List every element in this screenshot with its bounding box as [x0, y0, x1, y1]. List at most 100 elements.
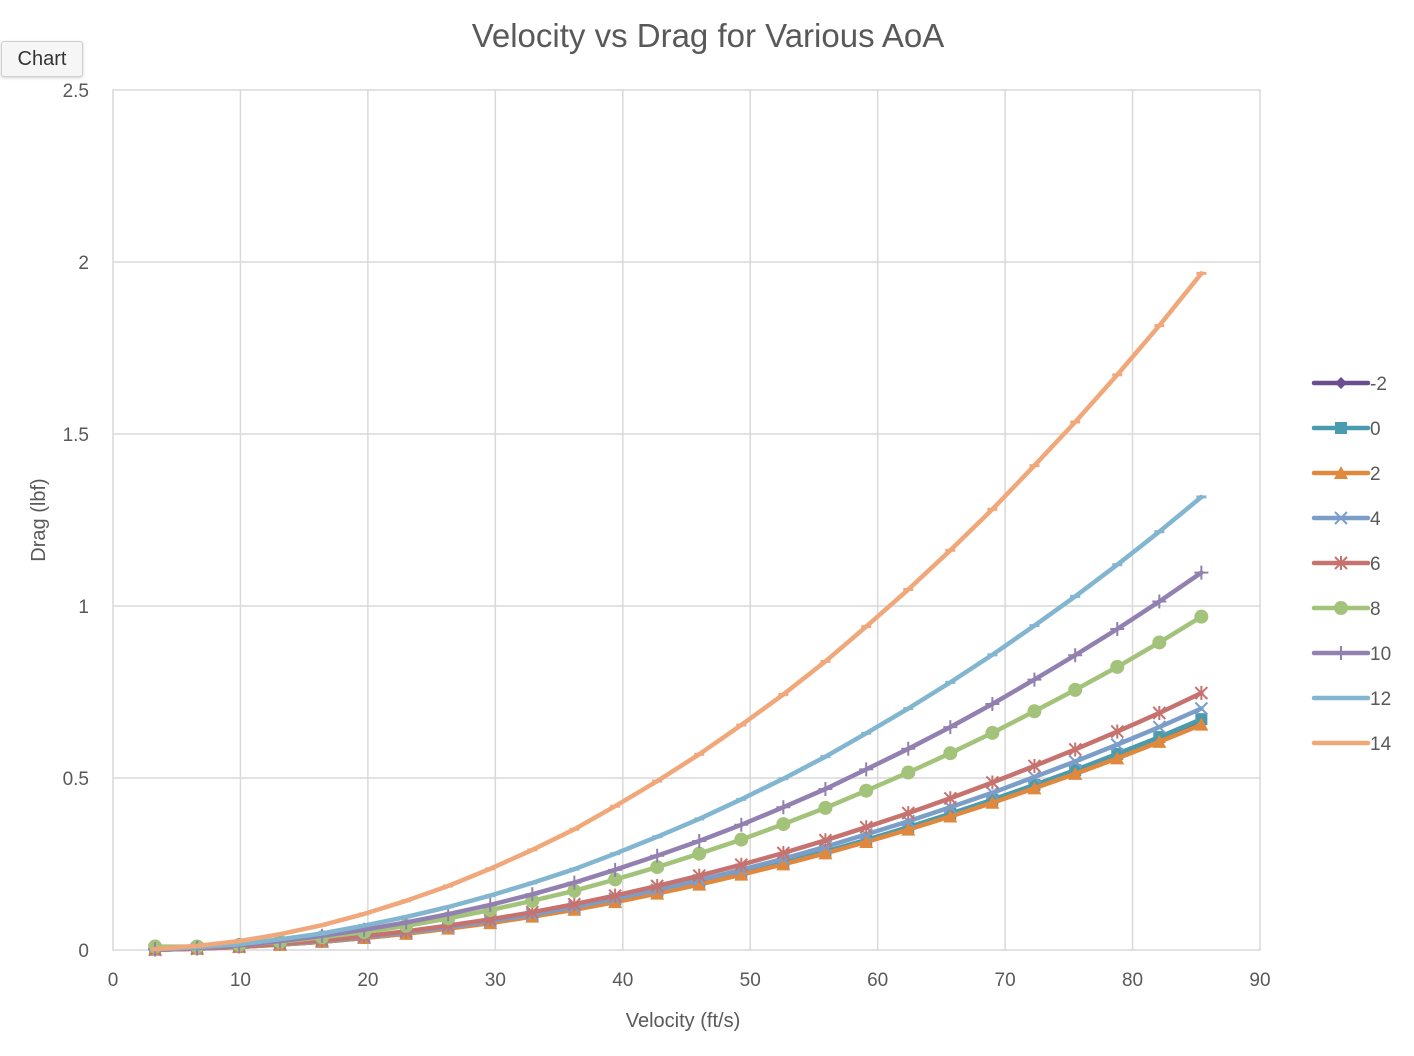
data-point: [985, 697, 1000, 712]
y-tick-label: 0.5: [63, 769, 89, 790]
legend-item-6: 6: [1311, 554, 1381, 575]
data-point: [943, 720, 958, 735]
series-line: [152, 690, 1204, 952]
legend-marker: [1335, 422, 1347, 434]
data-point: [943, 746, 958, 761]
data-point: [820, 659, 831, 663]
legend-item-12: 12: [1311, 689, 1391, 710]
chart-title: Velocity vs Drag for Various AoA: [472, 17, 945, 54]
data-point: [901, 806, 915, 821]
data-point: [1196, 495, 1207, 499]
legend-marker: [1334, 646, 1348, 660]
x-tick-label: 20: [357, 970, 378, 991]
legend-label: 2: [1370, 464, 1381, 485]
data-point: [776, 817, 791, 832]
x-tick-label: 30: [485, 970, 506, 991]
legend-marker: [1334, 601, 1348, 615]
data-point: [1110, 724, 1124, 739]
data-point: [1110, 751, 1125, 765]
data-point: [485, 867, 496, 871]
legend-item--2: -2: [1311, 374, 1387, 395]
data-point: [985, 775, 1000, 790]
data-point: [567, 875, 582, 890]
series-line: [152, 570, 1204, 952]
data-point: [1112, 563, 1123, 567]
data-point: [1194, 717, 1209, 731]
data-point: [694, 752, 705, 756]
data-point: [778, 777, 789, 781]
data-point: [150, 947, 161, 951]
series-lines: [148, 271, 1209, 957]
data-point: [1194, 565, 1209, 580]
data-point: [652, 835, 663, 839]
x-tick-label: 10: [230, 970, 251, 991]
data-point: [1110, 737, 1124, 752]
data-point: [692, 846, 707, 861]
series--2: [149, 716, 1208, 956]
data-point: [987, 507, 998, 511]
data-point: [527, 848, 538, 852]
data-point: [1027, 672, 1042, 687]
data-point: [1027, 781, 1042, 795]
data-point: [1194, 609, 1209, 624]
series-line: [152, 720, 1204, 952]
y-tick-label: 2.5: [63, 81, 89, 102]
data-point: [234, 939, 245, 943]
data-point: [650, 879, 664, 894]
series-6: [148, 686, 1209, 957]
data-point: [1027, 758, 1042, 773]
data-point: [776, 845, 791, 860]
x-tick-label: 0: [108, 970, 119, 991]
data-point: [569, 867, 580, 871]
data-point: [1029, 624, 1040, 628]
data-point: [610, 804, 621, 808]
data-point: [901, 822, 916, 836]
data-point: [1196, 271, 1207, 275]
data-point: [650, 848, 665, 863]
data-point: [692, 877, 707, 891]
legend-marker: [1334, 556, 1348, 570]
data-point: [1152, 720, 1167, 734]
data-point: [1194, 686, 1209, 701]
data-point: [861, 731, 872, 735]
data-point: [608, 872, 623, 887]
data-point: [859, 783, 874, 798]
data-point: [567, 897, 582, 912]
legend-item-14: 14: [1311, 734, 1392, 755]
data-point: [1068, 754, 1082, 769]
data-point: [736, 797, 747, 801]
series-2: [148, 717, 1209, 956]
data-point: [734, 817, 749, 832]
legend-label: 14: [1370, 734, 1392, 755]
data-point: [650, 860, 665, 875]
chart-tab[interactable]: Chart: [1, 41, 83, 77]
legend-marker: [1334, 511, 1348, 525]
legend-marker: [1334, 466, 1348, 479]
data-point: [527, 881, 538, 885]
data-point: [736, 723, 747, 727]
data-point: [1110, 622, 1125, 637]
series-line: [152, 271, 1204, 952]
data-point: [317, 923, 328, 927]
data-point: [443, 884, 454, 888]
data-point: [776, 857, 791, 871]
y-tick-label: 1.5: [63, 425, 89, 446]
data-point: [859, 820, 873, 835]
data-point: [943, 791, 958, 806]
data-point: [274, 937, 285, 941]
x-tick-label: 80: [1122, 970, 1143, 991]
legend-label: 6: [1370, 554, 1381, 575]
legend-item-4: 4: [1311, 509, 1381, 530]
data-point: [734, 832, 749, 847]
data-point: [359, 912, 370, 916]
data-point: [1112, 373, 1123, 377]
data-point: [569, 827, 580, 831]
data-point: [903, 587, 914, 591]
data-point: [692, 868, 706, 883]
x-tick-label: 90: [1249, 970, 1270, 991]
gridlines: [113, 90, 1260, 950]
data-point: [945, 548, 956, 552]
data-point: [650, 886, 665, 900]
data-point: [734, 867, 749, 881]
